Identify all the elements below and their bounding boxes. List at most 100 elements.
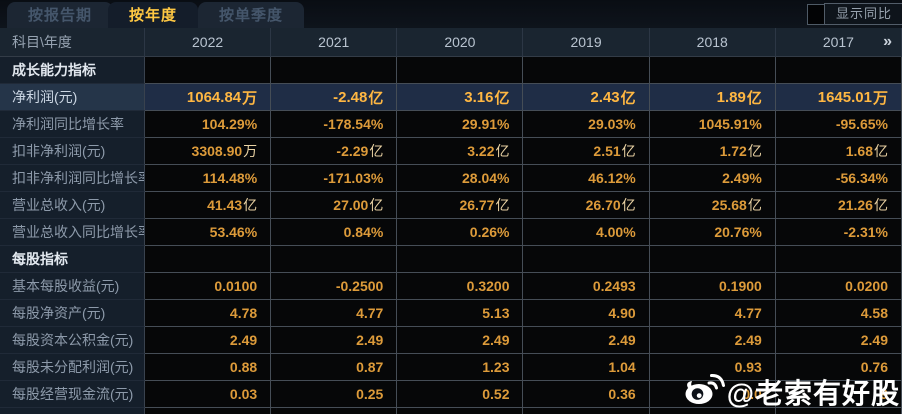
- value-cell: [775, 57, 902, 84]
- value-cell: 0.25: [271, 381, 398, 408]
- value-cell: 9: [775, 381, 902, 408]
- table-row: 每股经营现金流(元) 0.03 0.25 0.52 0.36 0.0 9: [0, 381, 902, 408]
- value-cell: [397, 408, 524, 414]
- row-label: 净利润(元): [0, 84, 145, 111]
- value-cell: 0.88: [145, 354, 272, 381]
- value-cell: 26.77 亿: [397, 192, 524, 219]
- value-cell: [145, 57, 272, 84]
- table-row: 每股净资产(元) 4.78 4.77 5.13 4.90 4.77 4.58: [0, 300, 902, 327]
- value-cell: -178.54%: [271, 111, 398, 138]
- year-header-2022[interactable]: 2022: [145, 28, 272, 57]
- row-label: 营业总收入(元): [0, 192, 145, 219]
- value-cell: 1045.91%: [649, 111, 776, 138]
- row-label: 每股未分配利润(元): [0, 354, 145, 381]
- value-cell: 4.77: [271, 300, 398, 327]
- value-cell: 4.90: [523, 300, 650, 327]
- year-header-2021[interactable]: 2021: [271, 28, 398, 57]
- tab-by-report-period[interactable]: 按报告期: [7, 2, 114, 28]
- value-cell: 26.70 亿: [523, 192, 650, 219]
- table-row: 扣非净利润同比增长率 114.48% -171.03% 28.04% 46.12% 2.4…: [0, 165, 902, 192]
- value-cell: 3.22 亿: [397, 138, 524, 165]
- row-label: 净利润同比增长率: [0, 111, 145, 138]
- value-cell: [775, 246, 902, 273]
- table-row: 扣非净利润(元) 3308.90 万 -2.29 亿 3.22 亿 2.51 亿 1.72 亿 1.6…: [0, 138, 902, 165]
- value-cell: [271, 57, 398, 84]
- year-header-2017-label: 2017: [822, 34, 854, 50]
- table-header-row: 科目\年度 2022 2021 2020 2019 2018 2017 »: [0, 28, 902, 57]
- value-cell: 1.23: [397, 354, 524, 381]
- value-cell: -2.31%: [775, 219, 902, 246]
- value-cell: 114.48%: [145, 165, 272, 192]
- show-yoy-label[interactable]: 显示同比: [823, 3, 902, 25]
- value-cell: -56.34%: [775, 165, 902, 192]
- value-cell: 28.04%: [397, 165, 524, 192]
- row-label: 扣非净利润(元): [0, 138, 145, 165]
- row-label: 基本每股收益(元): [0, 273, 145, 300]
- value-cell: 0.3200: [397, 273, 524, 300]
- tab-by-quarter[interactable]: 按单季度: [198, 2, 305, 28]
- value-cell: 4.58: [775, 300, 902, 327]
- value-cell: 1.68 亿: [775, 138, 902, 165]
- value-cell: -2.29 亿: [271, 138, 398, 165]
- value-cell: [649, 57, 776, 84]
- row-label: 成长能力指标: [0, 57, 145, 84]
- value-cell: [523, 246, 650, 273]
- value-cell: 29.03%: [523, 111, 650, 138]
- value-cell: 4.78: [145, 300, 272, 327]
- tab-by-year[interactable]: 按年度: [108, 2, 199, 28]
- value-cell: 2.49: [271, 327, 398, 354]
- value-cell: 1.04: [523, 354, 650, 381]
- value-cell: [649, 408, 776, 414]
- year-header-2017[interactable]: 2017 »: [775, 28, 902, 57]
- value-cell: 0.0100: [145, 273, 272, 300]
- section-row: 每股指标: [0, 246, 902, 273]
- value-cell: 0.1900: [649, 273, 776, 300]
- year-header-2020[interactable]: 2020: [397, 28, 524, 57]
- value-cell: 3308.90 万: [145, 138, 272, 165]
- value-cell: 0.0: [649, 381, 776, 408]
- table-row: 净利润同比增长率 104.29% -178.54% 29.91% 29.03% 1045.…: [0, 111, 902, 138]
- value-cell: 2.49: [523, 327, 650, 354]
- value-cell: [523, 408, 650, 414]
- value-cell: [271, 246, 398, 273]
- value-cell: 2.49: [775, 327, 902, 354]
- year-header-2018[interactable]: 2018: [649, 28, 776, 57]
- value-cell: 20.76%: [649, 219, 776, 246]
- value-cell: 0.03: [145, 381, 272, 408]
- year-header-2019[interactable]: 2019: [523, 28, 650, 57]
- value-cell: -171.03%: [271, 165, 398, 192]
- value-cell: 46.12%: [523, 165, 650, 192]
- row-label: 每股经营现金流(元): [0, 381, 145, 408]
- row-label: [0, 408, 145, 414]
- value-cell: 5.13: [397, 300, 524, 327]
- value-cell: [523, 57, 650, 84]
- value-cell: 2.49%: [649, 165, 776, 192]
- row-label: 每股指标: [0, 246, 145, 273]
- value-cell: 0.84%: [271, 219, 398, 246]
- value-cell: 0.2493: [523, 273, 650, 300]
- corner-label: 科目\年度: [0, 28, 145, 57]
- value-cell: 104.29%: [145, 111, 272, 138]
- financial-table: 科目\年度 2022 2021 2020 2019 2018 2017 » 成长…: [0, 28, 902, 414]
- value-cell: -0.2500: [271, 273, 398, 300]
- table-row: [0, 408, 902, 414]
- table-row: 净利润(元) 1064.84 万 -2.48 亿 3.16 亿 2.43 亿 1.89 亿 1645.…: [0, 84, 902, 111]
- value-cell: -2.48 亿: [271, 84, 398, 111]
- value-cell: 1.89 亿: [649, 84, 776, 111]
- value-cell: 0.36: [523, 381, 650, 408]
- value-cell: 29.91%: [397, 111, 524, 138]
- value-cell: 0.52: [397, 381, 524, 408]
- value-cell: [145, 246, 272, 273]
- value-cell: 2.51 亿: [523, 138, 650, 165]
- value-cell: [145, 408, 272, 414]
- value-cell: 25.68 亿: [649, 192, 776, 219]
- value-cell: 41.43 亿: [145, 192, 272, 219]
- table-row: 营业总收入(元) 41.43 亿 27.00 亿 26.77 亿 26.70 亿 25.68 亿 21…: [0, 192, 902, 219]
- value-cell: 2.49: [145, 327, 272, 354]
- value-cell: 27.00 亿: [271, 192, 398, 219]
- period-tabbar: 按报告期 按年度 按单季度 显示同比: [0, 0, 902, 28]
- more-columns-icon[interactable]: »: [883, 33, 892, 50]
- value-cell: [775, 408, 902, 414]
- value-cell: 21.26 亿: [775, 192, 902, 219]
